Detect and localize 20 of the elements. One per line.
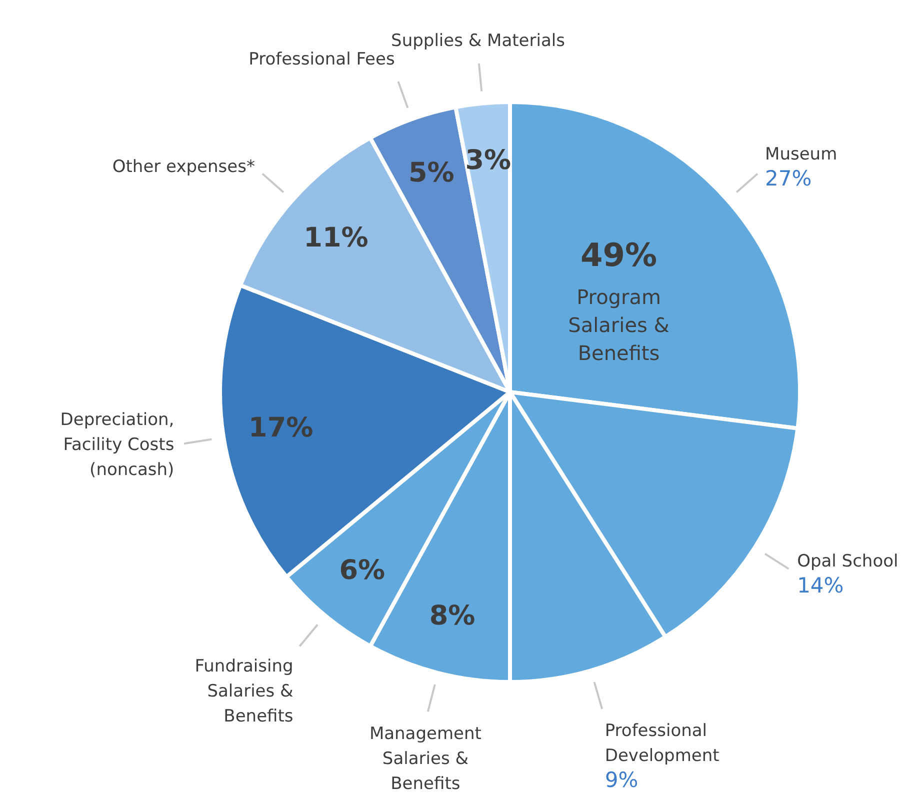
slice-label: Professional Fees	[248, 50, 395, 70]
data-label: 17%	[248, 412, 314, 444]
data-label: 27%	[765, 166, 812, 191]
data-label: 9%	[604, 768, 638, 792]
slice-label: Opal School	[797, 552, 898, 572]
slice-label: Other expenses*	[112, 157, 255, 178]
text: 49%	[580, 236, 658, 274]
slice-label: Management Salaries & Benefits	[369, 724, 482, 794]
slice-label: Fundraising Salaries & Benefits	[194, 656, 294, 726]
slice-label: Museum	[765, 144, 838, 165]
slice-label: Professional Development	[604, 721, 720, 766]
data-label: 11%	[304, 222, 368, 254]
slice-label: Depreciation, Facility Costs (noncash)	[60, 410, 174, 480]
slice-label: Supplies & Materials	[391, 31, 566, 52]
text: Program Salaries & Benefits	[568, 285, 670, 366]
data-label: 8%	[429, 600, 476, 632]
data-label: 3%	[465, 145, 512, 176]
data-label: 14%	[797, 574, 844, 598]
data-label: 5%	[408, 158, 454, 189]
data-label: 6%	[339, 554, 386, 586]
